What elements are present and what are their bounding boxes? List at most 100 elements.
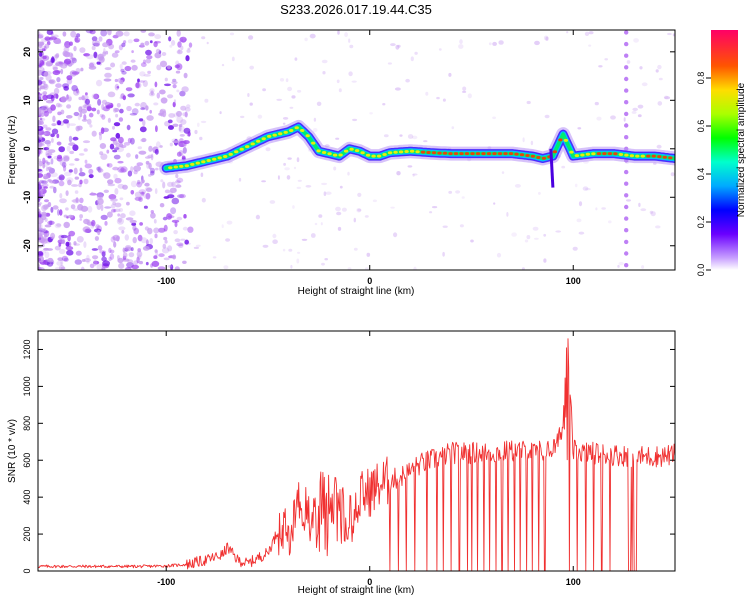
spectrogram-noise-blob bbox=[70, 30, 77, 38]
spectrogram-noise-blob bbox=[65, 246, 74, 251]
spectrogram-noise-blob bbox=[432, 206, 438, 209]
spectrogram-noise-blob bbox=[79, 112, 83, 118]
spectrogram-noise-blob bbox=[288, 248, 293, 252]
spectrogram-noise-blob bbox=[186, 49, 191, 53]
spectrogram-noise-blob bbox=[102, 51, 107, 57]
spectrogram-noise-blob bbox=[38, 33, 44, 39]
spectrogram-noise-blob bbox=[41, 180, 48, 185]
spectrogram-noise-blob bbox=[145, 261, 149, 266]
spectrogram-noise-blob bbox=[73, 111, 80, 117]
spectrogram-ridge-peak bbox=[311, 141, 316, 145]
spectrogram-ridge-peak bbox=[448, 152, 453, 156]
spectrogram-noise-blob bbox=[596, 116, 602, 121]
spectrogram-noise-blob bbox=[88, 112, 94, 118]
spectrogram-noise-blob bbox=[91, 45, 96, 51]
spectrogram-noise-blob bbox=[262, 88, 266, 92]
spectrogram-ridge-peak bbox=[387, 151, 393, 155]
spectrogram-noise-blob bbox=[109, 249, 115, 254]
spectrogram-noise-blob bbox=[257, 114, 263, 119]
spectrogram-ridge-peak bbox=[267, 134, 272, 138]
spectrogram-noise-blob bbox=[467, 93, 472, 99]
y-tick-label: 200 bbox=[22, 527, 32, 542]
spectrogram-noise-blob bbox=[73, 167, 78, 175]
spectrogram-noise-blob bbox=[42, 163, 46, 169]
spectrogram-noise-blob bbox=[92, 255, 99, 260]
spectrogram-noise-blob bbox=[50, 31, 54, 36]
spectrogram-noise-blob bbox=[310, 233, 316, 238]
spectrogram-marks bbox=[38, 30, 675, 270]
spectrogram-noise-blob bbox=[38, 125, 41, 130]
spectrogram-noise-blob bbox=[240, 115, 245, 119]
spectrogram-noise-blob bbox=[163, 224, 168, 232]
spectrogram-noise-blob bbox=[68, 123, 77, 126]
spectrogram-noise-blob bbox=[296, 157, 300, 163]
spectrogram-noise-blob bbox=[459, 39, 463, 45]
spectrogram-ridge-peak bbox=[300, 129, 305, 132]
spectrogram-noise-blob bbox=[442, 98, 446, 102]
spectrogram-noise-blob bbox=[64, 171, 72, 177]
spectrogram-noise-blob bbox=[153, 255, 158, 259]
spectrogram-noise-blob bbox=[87, 106, 92, 112]
spectrogram-noise-blob bbox=[182, 112, 188, 117]
spectrogram-noise-blob bbox=[45, 100, 54, 104]
spectrogram-noise-blob bbox=[249, 102, 253, 106]
spectrogram-spike-dot bbox=[624, 228, 629, 233]
spectrogram-noise-blob bbox=[79, 214, 83, 219]
spectrogram-noise-blob bbox=[588, 31, 594, 35]
spectrogram-noise-blob bbox=[126, 201, 130, 206]
spectrogram-noise-blob bbox=[69, 163, 75, 166]
spectrogram-ridge-peak bbox=[404, 150, 409, 153]
spectrogram-noise-blob bbox=[67, 234, 71, 242]
spectrogram-noise-blob bbox=[544, 114, 550, 119]
spectrogram-noise-blob bbox=[290, 264, 293, 269]
spectrogram-noise-blob bbox=[182, 36, 186, 42]
spectrogram-noise-blob bbox=[59, 209, 63, 216]
spectrogram-noise-blob bbox=[582, 186, 589, 191]
spectrogram-noise-blob bbox=[321, 182, 328, 186]
spectrogram-noise-blob bbox=[96, 79, 103, 87]
spectrogram-noise-blob bbox=[62, 239, 66, 245]
spectrogram-noise-blob bbox=[221, 224, 224, 229]
spectrogram-noise-blob bbox=[543, 233, 547, 237]
spectrogram-noise-blob bbox=[108, 247, 112, 254]
spectrogram-noise-blob bbox=[50, 232, 56, 240]
spectrogram-noise-blob bbox=[179, 36, 187, 43]
spectrogram-noise-blob bbox=[405, 78, 410, 83]
spectrogram-noise-blob bbox=[177, 194, 185, 199]
spectrogram-noise-blob bbox=[44, 217, 48, 222]
spectrogram-noise-blob bbox=[182, 226, 188, 231]
spectrogram-noise-blob bbox=[38, 227, 44, 231]
spectrogram-noise-blob bbox=[139, 118, 144, 122]
spectrogram-noise-blob bbox=[118, 207, 124, 213]
spectrogram-noise-blob bbox=[461, 196, 465, 199]
spectrogram-noise-blob bbox=[113, 241, 117, 248]
spectrogram-noise-blob bbox=[69, 150, 75, 155]
spectrogram-noise-blob bbox=[100, 153, 108, 160]
spectrogram-noise-blob bbox=[39, 118, 43, 125]
spectrogram-noise-blob bbox=[158, 112, 163, 116]
spectrogram-noise-blob bbox=[492, 41, 497, 46]
spectrogram-noise-blob bbox=[127, 170, 133, 177]
spectrogram-noise-blob bbox=[55, 62, 61, 66]
spectrogram-noise-blob bbox=[47, 149, 56, 154]
spectrogram-noise-blob bbox=[577, 127, 582, 130]
spectrogram-spike-dot bbox=[624, 193, 629, 198]
spectrogram-noise-blob bbox=[140, 237, 148, 244]
x-tick-label: -100 bbox=[157, 276, 175, 286]
spectrogram-noise-blob bbox=[532, 226, 539, 231]
spectrogram-noise-blob bbox=[43, 230, 49, 234]
spectrogram-noise-blob bbox=[66, 104, 72, 109]
y-tick-label: 0 bbox=[22, 146, 32, 151]
spectrogram-noise-blob bbox=[102, 172, 106, 176]
spectrogram-noise-blob bbox=[38, 208, 41, 215]
spectrogram-noise-blob bbox=[176, 151, 182, 157]
spectrogram-noise-blob bbox=[58, 265, 65, 270]
spectrogram-noise-blob bbox=[101, 103, 105, 111]
spectrogram-noise-blob bbox=[50, 172, 58, 178]
spectrogram-noise-blob bbox=[143, 193, 151, 199]
spectrogram-noise-blob bbox=[172, 84, 177, 89]
spectrogram-noise-blob bbox=[150, 212, 156, 219]
spectrogram-noise-blob bbox=[133, 227, 139, 235]
spectrogram-noise-blob bbox=[43, 186, 48, 189]
spectrogram-noise-blob bbox=[566, 31, 569, 34]
